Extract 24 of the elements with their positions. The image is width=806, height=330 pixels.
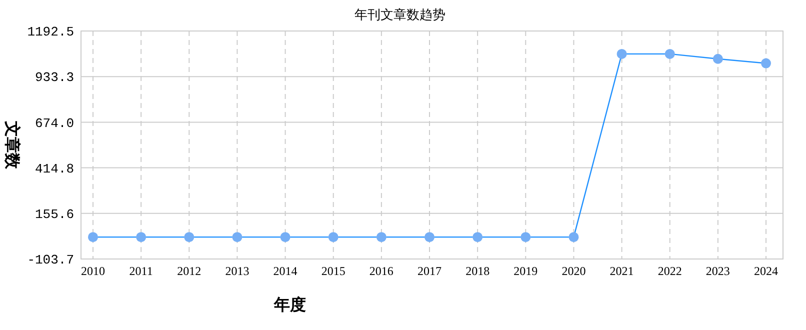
x-tick-label: 2024 — [754, 264, 778, 278]
y-tick-label: 933.3 — [34, 70, 74, 86]
x-tick-label: 2010 — [81, 264, 105, 278]
x-tick-label: 2022 — [658, 264, 682, 278]
y-tick-label: 155.6 — [34, 206, 74, 222]
x-tick-label: 2017 — [418, 264, 442, 278]
y-axis-title: 文章数 — [3, 120, 21, 170]
x-tick-label: 2019 — [514, 264, 538, 278]
x-tick-label: 2014 — [273, 264, 298, 278]
y-tick-label: 414.8 — [34, 161, 74, 176]
x-tick-label: 2013 — [225, 264, 250, 278]
y-tick-label: 1192.5 — [27, 24, 74, 40]
x-tick-label: 2016 — [369, 264, 394, 278]
x-tick-label: 2015 — [321, 264, 346, 278]
x-tick-label: 2018 — [466, 264, 490, 278]
x-tick-label: 2011 — [129, 264, 153, 278]
y-tick-label: 674.0 — [34, 116, 74, 131]
x-tick-label: 2020 — [562, 264, 586, 278]
x-tick-label: 2023 — [706, 264, 730, 278]
x-tick-label: 2012 — [177, 264, 202, 278]
y-tick-label: -103.7 — [27, 252, 74, 268]
x-axis-title: 年度 — [273, 295, 306, 314]
x-tick-label: 2021 — [610, 264, 634, 278]
chart-title: 年刊文章数趋势 — [354, 7, 446, 22]
